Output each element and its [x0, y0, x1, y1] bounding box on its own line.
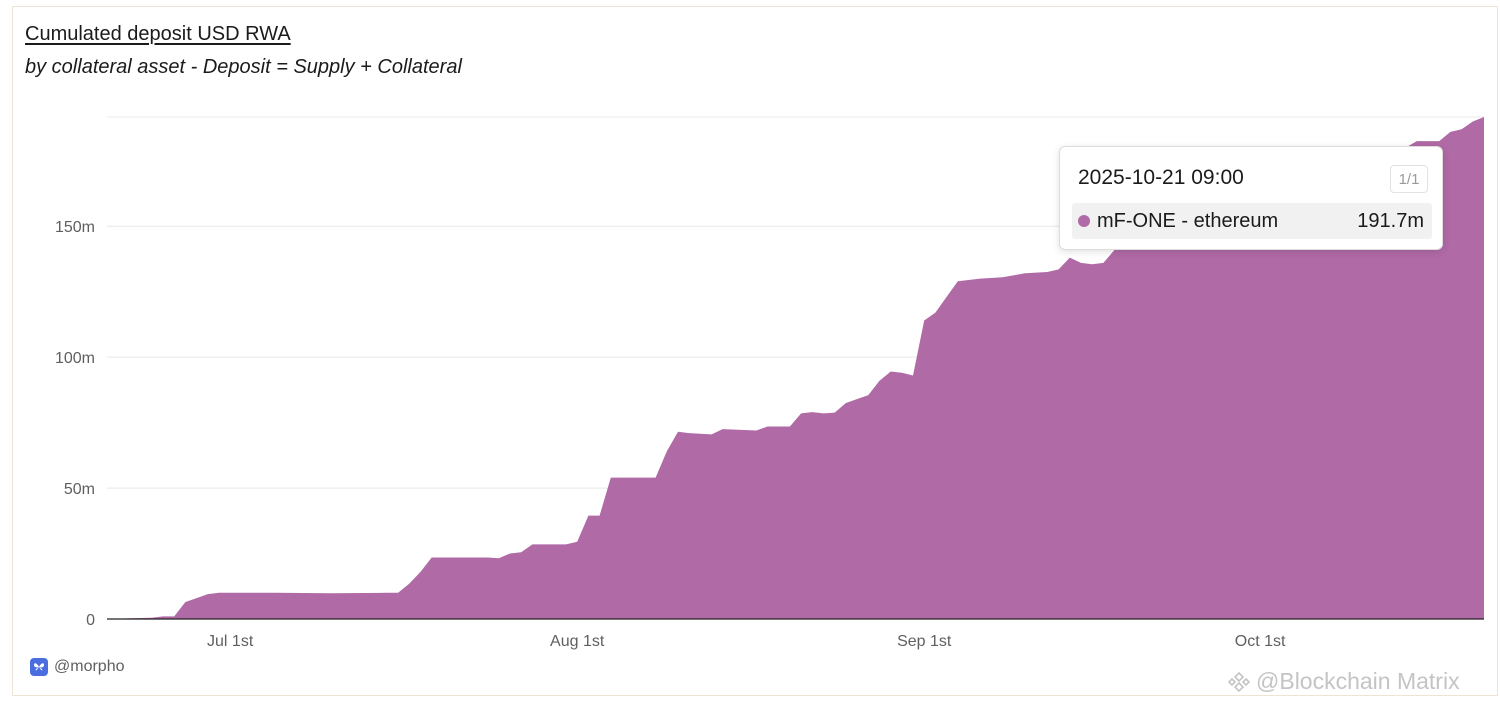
area-chart[interactable]: 0 50m 100m 150m Jul 1st Aug 1st Sep 1st Oct 1st — [0, 0, 1500, 708]
tooltip-series-name: mF-ONE - ethereum — [1097, 210, 1278, 233]
y-tick-label-0: 0 — [86, 612, 95, 629]
y-tick-label-150m: 150m — [55, 219, 95, 236]
x-tick-label-oct-1st: Oct 1st — [1235, 633, 1286, 650]
series-color-dot — [1078, 215, 1090, 227]
y-tick-label-50m: 50m — [64, 481, 95, 498]
tooltip-page-indicator: 1/1 — [1390, 165, 1428, 193]
butterfly-icon — [30, 658, 48, 676]
x-tick-label-aug-1st: Aug 1st — [550, 633, 605, 650]
watermark-text: @Blockchain Matrix — [1256, 668, 1460, 695]
tooltip-date: 2025-10-21 09:00 — [1078, 166, 1244, 190]
tooltip-series-value: 191.7m — [1357, 210, 1424, 233]
binance-icon — [1228, 671, 1250, 693]
y-tick-label-100m: 100m — [55, 350, 95, 367]
source-handle: @morpho — [54, 658, 125, 676]
watermark: @Blockchain Matrix — [1228, 668, 1460, 695]
chart-tooltip: 2025-10-21 09:00 1/1 mF-ONE - ethereum 1… — [1059, 146, 1443, 250]
tooltip-series-row: mF-ONE - ethereum 191.7m — [1072, 203, 1432, 239]
x-tick-label-sep-1st: Sep 1st — [897, 633, 952, 650]
x-tick-label-jul-1st: Jul 1st — [207, 633, 254, 650]
source-attribution[interactable]: @morpho — [30, 658, 125, 676]
